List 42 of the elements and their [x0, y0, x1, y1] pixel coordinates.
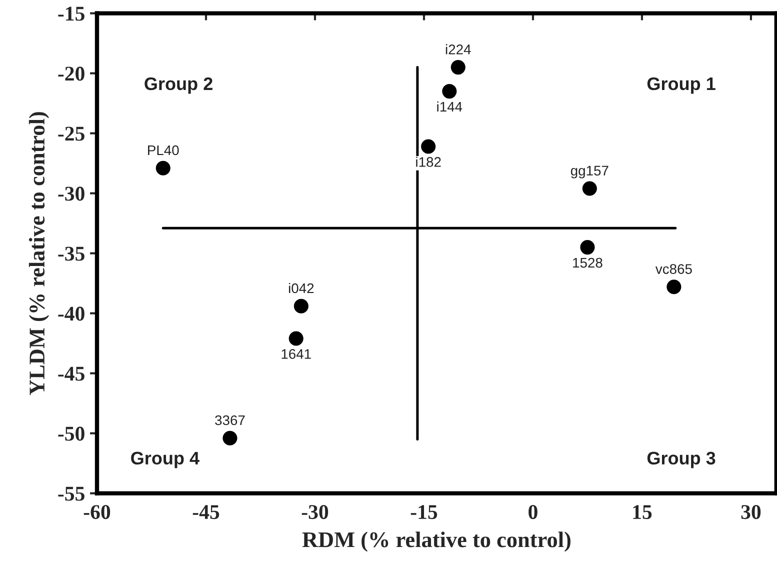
y-tick-label: -15: [58, 6, 84, 21]
annotation: i224: [446, 44, 471, 54]
y-tick-label: -30: [58, 186, 84, 201]
x-tick-label: 30: [741, 505, 761, 520]
x-tick-label: -45: [192, 505, 220, 520]
y-tick-label: -25: [58, 126, 84, 141]
point: [421, 139, 436, 154]
annotation: 1528: [573, 258, 602, 268]
annotation: 3367: [215, 415, 245, 426]
x-tick-label: -15: [410, 505, 438, 520]
annotation: 1641: [282, 349, 311, 359]
annotation: PL40: [148, 145, 179, 156]
y-tick-label: -55: [58, 486, 84, 501]
annotation: Group 2: [144, 77, 212, 94]
annotation: vc865: [655, 264, 692, 274]
y-axis-title: YLDM (% relative to control): [28, 112, 50, 396]
x-tick-label: -30: [302, 505, 328, 520]
x-axis-title: RDM (% relative to control): [302, 532, 570, 552]
point: [222, 430, 238, 446]
point: [450, 60, 466, 75]
point: [288, 331, 304, 346]
point: [580, 240, 595, 255]
point: [442, 84, 457, 99]
point: [582, 181, 597, 196]
point: [294, 298, 308, 314]
x-tick-label: -60: [84, 505, 110, 520]
y-tick-label: -35: [58, 246, 84, 261]
annotation: i144: [437, 101, 462, 112]
y-tick-label: -50: [58, 426, 84, 441]
x-tick-label: 15: [633, 505, 652, 520]
annotation: i042: [288, 282, 314, 294]
annotation: Group 1: [647, 77, 716, 94]
annotation: i182: [416, 156, 441, 167]
y-tick-label: -20: [58, 66, 84, 81]
annotation: gg157: [570, 166, 608, 178]
y-tick-label: -45: [58, 366, 84, 381]
point: [666, 280, 682, 294]
annotation: Group 4: [131, 452, 200, 468]
point: [156, 160, 170, 176]
annotation: Group 3: [647, 452, 716, 468]
x-tick-label: 0: [528, 505, 538, 520]
y-tick-label: -40: [58, 306, 84, 321]
